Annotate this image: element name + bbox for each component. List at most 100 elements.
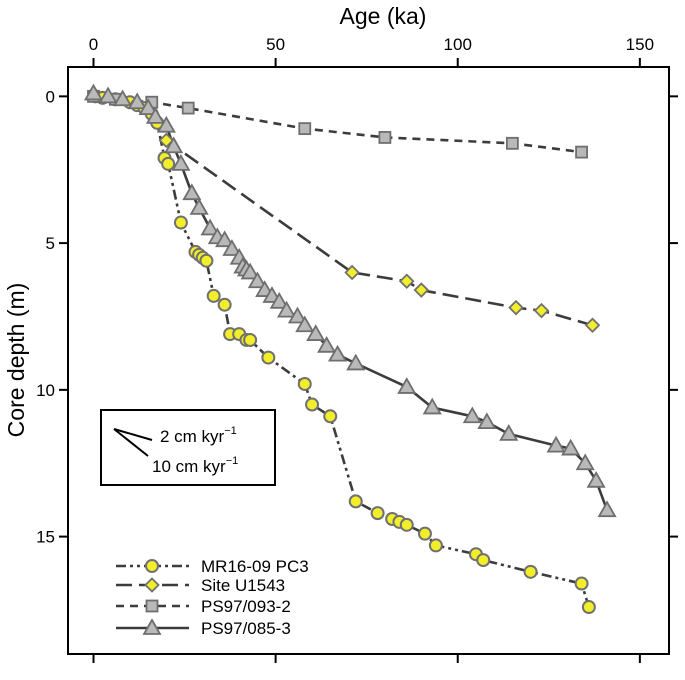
series-0-point-23: [305, 397, 320, 412]
slope-label-10cm-text: 10 cm kyr: [152, 457, 226, 476]
series-0-point-21: [261, 350, 276, 365]
slope-line-2cm: [113, 428, 153, 441]
slope-annotation-box: [100, 409, 276, 486]
legend-marker-1: [144, 577, 160, 593]
series-0-point-14: [199, 253, 214, 268]
series-0-point-36: [581, 600, 596, 615]
series-3-point-5: [145, 107, 165, 124]
series-3-point-36: [561, 438, 581, 456]
legend-label-2: PS97/093-2: [201, 597, 291, 616]
series-3-point-1: [98, 86, 118, 104]
series-2-point-6: [505, 136, 519, 150]
series-0-point-20: [243, 332, 258, 347]
x-tick-label-50: 50: [266, 35, 285, 54]
legend-label-1: Site U1543: [201, 576, 285, 595]
legend-label-3: PS97/085-3: [201, 619, 291, 638]
series-3-point-8: [171, 154, 191, 171]
slope-label-2cm: 2 cm kyr−1: [160, 425, 237, 446]
y-axis-ticks: 0 5 10 15: [36, 87, 678, 547]
series-1-point-5: [533, 302, 550, 319]
series-3-point-11: [200, 218, 220, 236]
series-line-0: [95, 95, 591, 608]
series-2-point-3: [181, 101, 195, 115]
series-3-point-33: [477, 412, 497, 430]
series-2-point-4: [298, 122, 312, 136]
y-tick-label-0: 0: [46, 87, 55, 106]
series-1-point-2: [398, 273, 415, 290]
series-markers-0: [88, 89, 596, 615]
series-3-point-35: [546, 435, 566, 453]
y-tick-label-10: 10: [36, 381, 55, 400]
series-3-point-19: [247, 271, 267, 289]
series-3-point-25: [295, 315, 315, 333]
series-0-point-31: [428, 538, 443, 553]
series-2-point-7: [575, 145, 588, 159]
series-0-point-25: [348, 494, 363, 509]
legend-label-0: MR16-09 PC3: [201, 557, 309, 576]
slope-label-2cm-exp: −1: [224, 425, 237, 437]
series-1-point-4: [508, 299, 524, 316]
x-tick-label-150: 150: [626, 35, 654, 54]
series-3-point-31: [422, 397, 442, 415]
series-3-point-27: [317, 336, 337, 353]
series-3-point-32: [462, 406, 482, 424]
series-3-point-39: [597, 500, 617, 518]
legend-marker-3: [142, 618, 162, 635]
series-3-point-34: [499, 424, 519, 441]
series-3-point-37: [575, 453, 595, 471]
series-markers-3: [83, 83, 617, 518]
slope-annotation: 2 cm kyr−1 10 cm kyr−1: [100, 409, 276, 486]
series-3-point-26: [306, 324, 326, 341]
series-3-point-13: [215, 230, 235, 248]
series-3-point-7: [164, 136, 184, 154]
series-3-point-23: [276, 300, 297, 318]
series-3-point-24: [287, 306, 308, 324]
y-tick-label-15: 15: [36, 528, 55, 547]
series-0-point-26: [370, 506, 385, 521]
series-0-point-22: [297, 376, 312, 391]
series-1-point-6: [584, 317, 601, 334]
x-tick-label-100: 100: [444, 35, 472, 54]
series-3-point-3: [127, 92, 147, 110]
slope-label-10cm-exp: −1: [226, 455, 239, 467]
series-line-1: [165, 139, 593, 327]
legend-marker-0: [145, 559, 159, 573]
x-tick-label-0: 0: [89, 35, 98, 54]
series-3-point-6: [156, 115, 176, 133]
series-0-point-24: [323, 409, 338, 424]
series-0-point-30: [417, 526, 432, 541]
series-3-point-9: [182, 183, 202, 201]
series-2-point-5: [378, 131, 392, 144]
series-1-point-3: [413, 282, 430, 298]
series-3-point-4: [138, 98, 158, 115]
slope-label-2cm-text: 2 cm kyr: [160, 427, 225, 446]
y-axis-title: Core depth (m): [3, 283, 29, 438]
series-0-point-9: [161, 156, 176, 171]
series-3-point-18: [240, 262, 260, 280]
legend-marker-2: [145, 599, 159, 613]
x-axis-ticks: 0 50 100 150: [89, 35, 654, 663]
series-layer: [83, 83, 617, 615]
slope-line-10cm: [113, 428, 149, 457]
series-0-point-15: [206, 288, 221, 303]
series-0-point-29: [399, 517, 414, 532]
series-0-point-34: [523, 564, 538, 579]
series-3-point-14: [222, 239, 242, 256]
slope-label-10cm: 10 cm kyr−1: [152, 455, 238, 476]
series-0-point-10: [173, 215, 188, 230]
series-3-point-22: [269, 291, 289, 309]
series-3-point-0: [83, 83, 104, 101]
series-0-point-33: [476, 553, 491, 568]
x-axis-title: Age (ka): [340, 3, 427, 29]
series-3-point-28: [327, 344, 348, 362]
plot-frame: [67, 66, 670, 655]
series-3-point-29: [346, 353, 366, 371]
series-1-point-1: [344, 264, 360, 281]
series-0-point-16: [217, 297, 232, 312]
series-0-point-35: [574, 576, 589, 591]
series-3-point-38: [586, 471, 606, 488]
series-3-point-30: [397, 377, 417, 394]
series-3-point-2: [113, 89, 133, 107]
